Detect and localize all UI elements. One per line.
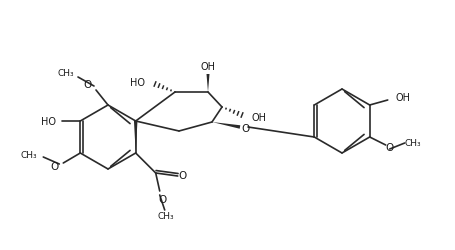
- Polygon shape: [212, 122, 240, 129]
- Text: CH₃: CH₃: [157, 212, 174, 220]
- Text: O: O: [241, 124, 249, 134]
- Text: O: O: [50, 161, 58, 171]
- Polygon shape: [207, 75, 209, 93]
- Text: O: O: [179, 170, 187, 180]
- Text: OH: OH: [396, 93, 411, 102]
- Text: CH₃: CH₃: [20, 151, 37, 160]
- Text: OH: OH: [201, 62, 216, 72]
- Text: CH₃: CH₃: [57, 69, 74, 78]
- Text: OH: OH: [252, 112, 267, 122]
- Text: O: O: [84, 80, 92, 90]
- Text: HO: HO: [41, 116, 56, 126]
- Text: O: O: [385, 142, 394, 152]
- Text: O: O: [159, 194, 167, 204]
- Polygon shape: [134, 122, 137, 154]
- Text: HO: HO: [130, 78, 145, 88]
- Text: CH₃: CH₃: [404, 138, 421, 147]
